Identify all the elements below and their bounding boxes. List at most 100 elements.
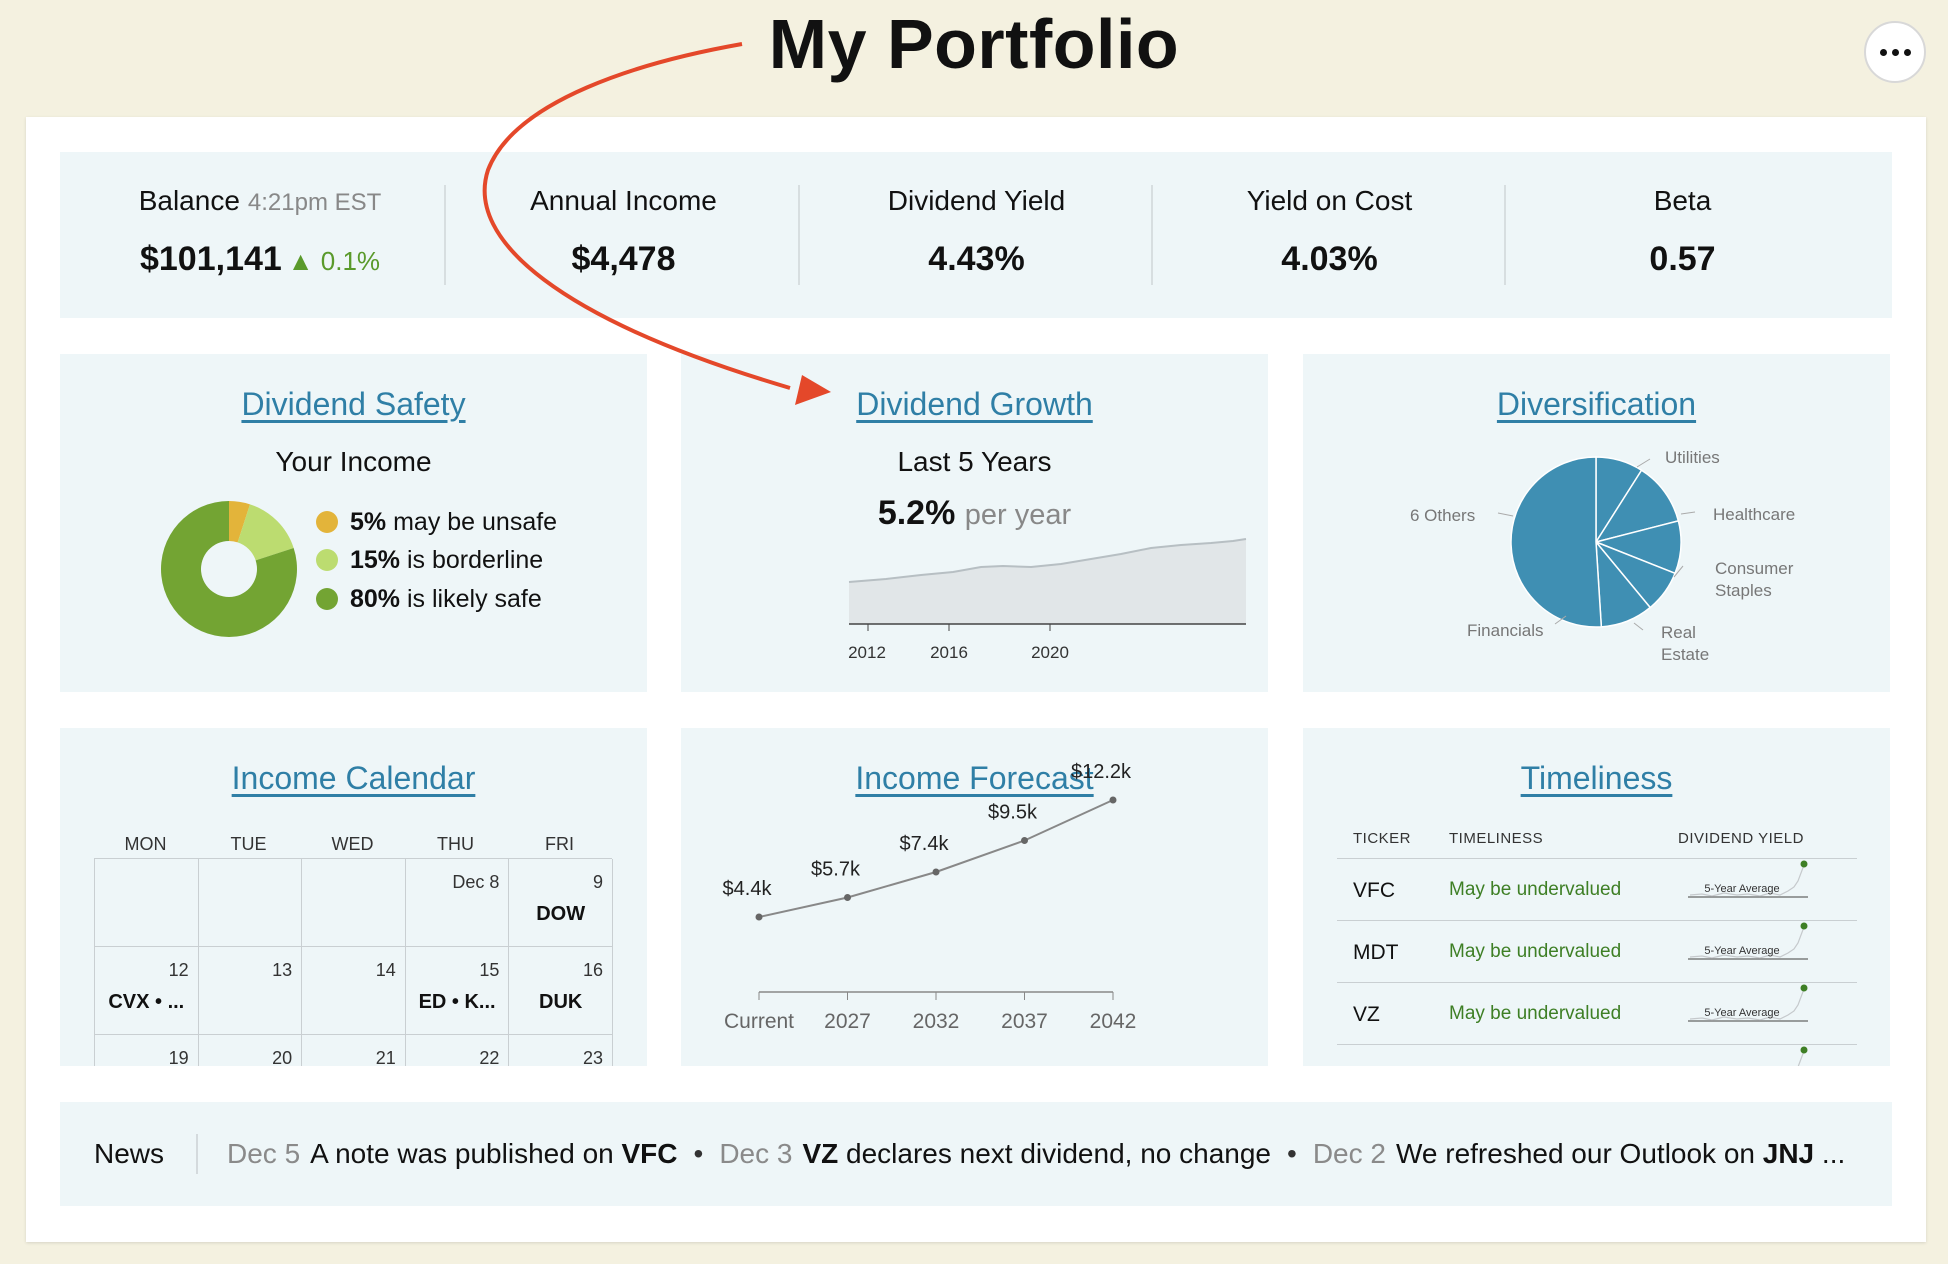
yield-sparkline: 5-Year Average: [1688, 860, 1808, 898]
diversification-pie-chart: Utilities Healthcare Consumer Staples Re…: [1410, 448, 1795, 664]
news-separator: •: [1287, 1138, 1297, 1169]
dividend-safety-link[interactable]: Dividend Safety: [241, 386, 466, 422]
forecast-data-label: $12.2k: [1071, 761, 1132, 783]
calendar-day-cell: 21: [302, 1035, 406, 1066]
forecast-tick-label: 2027: [824, 1010, 871, 1033]
forecast-tick-label: 2037: [1001, 1010, 1048, 1033]
news-divider: [196, 1134, 198, 1174]
forecast-point: [932, 868, 940, 876]
tl-header-yield: DIVIDEND YIELD: [1678, 830, 1804, 847]
svg-text:5-Year Average: 5-Year Average: [1704, 945, 1779, 957]
forecast-data-label: $5.7k: [811, 859, 861, 881]
growth-tick-label: 2012: [848, 643, 886, 662]
dividend-growth-link[interactable]: Dividend Growth: [856, 386, 1093, 422]
calendar-day-cell[interactable]: 16 DUK: [509, 947, 613, 1035]
news-item[interactable]: We refreshed our Outlook on JNJ ...: [1396, 1138, 1845, 1169]
panel-income-forecast: Income Forecast Current 2027 2032 2037 2042 $…: [681, 728, 1268, 1066]
growth-subtitle: Last 5 Years: [897, 446, 1052, 477]
safety-subtitle: Your Income: [275, 446, 432, 477]
timeliness-status: May be undervalued: [1449, 1003, 1622, 1024]
safety-donut-chart: [161, 501, 297, 637]
growth-rate-line: 5.2% per year: [681, 494, 1268, 533]
safety-slice: [237, 504, 294, 561]
yield-sparkline: 5-Year Average: [1688, 922, 1808, 960]
stat-yield-on-cost: Yield on Cost 4.03%: [1153, 152, 1506, 318]
forecast-point: [844, 894, 851, 901]
stat-divider: [798, 185, 800, 285]
calendar-ticker: DUK: [539, 991, 583, 1013]
forecast-point: [1021, 837, 1028, 844]
svg-text:5-Year Average: 5-Year Average: [1704, 1007, 1779, 1019]
calendar-day-cell: [198, 859, 303, 947]
calendar-day-cell: 13: [198, 947, 303, 1035]
news-separator: •: [693, 1138, 704, 1169]
calendar-day-cell: [302, 859, 406, 947]
timeliness-status: May be undervalued: [1449, 941, 1622, 962]
legend-text: may be unsafe: [393, 508, 558, 536]
yield-sparkline: [1797, 1046, 1808, 1066]
div-label-healthcare: Healthcare: [1713, 505, 1795, 524]
timeliness-ticker: VFC: [1353, 879, 1395, 902]
growth-area: [849, 539, 1246, 624]
calendar-day-number: 19: [168, 1048, 189, 1066]
div-label-staples: Staples: [1715, 581, 1772, 600]
calendar-day-cell[interactable]: 9 DOW: [509, 859, 613, 947]
beta-label: Beta: [1653, 185, 1712, 216]
beta-value: 0.57: [1649, 240, 1716, 278]
diversification-slice: [1594, 469, 1680, 544]
calendar-day-number: 22: [479, 1048, 500, 1066]
tl-header-timeliness: TIMELINESS: [1449, 830, 1544, 847]
forecast-data-label: $4.4k: [723, 878, 773, 900]
news-symbol: VZ: [802, 1138, 839, 1169]
yield-on-cost-label: Yield on Cost: [1246, 185, 1413, 216]
cal-day-fri: FRI: [545, 834, 574, 854]
page-title: My Portfolio: [768, 5, 1180, 83]
growth-rate-suffix: per year: [964, 499, 1072, 531]
income-calendar-link[interactable]: Income Calendar: [231, 760, 476, 796]
safety-slice: [229, 501, 251, 543]
balance-label: Balance: [138, 185, 240, 216]
stat-divider: [1151, 185, 1153, 285]
div-label-utilities: Utilities: [1665, 448, 1720, 467]
calendar-day-cell[interactable]: 15 ED • K...: [405, 947, 510, 1035]
safety-legend-safe: 80% is likely safe: [316, 585, 542, 614]
forecast-point: [755, 913, 763, 921]
stat-balance: Balance 4:21pm EST $101,141 ▲ 0.1%: [100, 152, 420, 318]
news-item[interactable]: A note was published on VFC: [310, 1138, 677, 1169]
balance-time: 4:21pm EST: [247, 189, 382, 216]
news-date: Dec 5: [227, 1138, 301, 1169]
forecast-tick-label: 2032: [913, 1010, 960, 1033]
timeliness-link[interactable]: Timeliness: [1520, 760, 1673, 796]
income-forecast-chart: Current 2027 2032 2037 2042 $4.4k $5.7k $7.4k $9…: [723, 761, 1137, 1033]
div-label-financials: Financials: [1467, 621, 1544, 640]
panel-income-calendar: Income Calendar MON TUE WED THU FRI Dec …: [60, 728, 647, 1066]
cal-day-thu: THU: [437, 834, 474, 854]
legend-pct: 80%: [350, 585, 401, 613]
legend-pct: 5%: [350, 508, 387, 536]
div-label-consumer: Consumer: [1715, 559, 1794, 578]
more-dot-icon: [1879, 48, 1887, 56]
calendar-day-number: 14: [375, 960, 396, 980]
timeliness-row[interactable]: MDT May be undervalued 5-Year Average: [1337, 920, 1857, 982]
calendar-day-number: 21: [375, 1048, 396, 1066]
calendar-day-number: Dec 8: [452, 872, 500, 892]
growth-tick-label: 2020: [1031, 643, 1069, 662]
news-label: News: [94, 1138, 165, 1169]
panel-diversification: Diversification Utilities Healthcare Con…: [1303, 354, 1890, 692]
calendar-day-number: 20: [272, 1048, 293, 1066]
news-text: ...: [1814, 1138, 1846, 1169]
timeliness-row[interactable]: VFC May be undervalued 5-Year Average: [1337, 858, 1857, 920]
dividend-yield-value: 4.43%: [928, 240, 1025, 278]
income-forecast-link[interactable]: Income Forecast: [855, 760, 1094, 796]
news-item[interactable]: VZ declares next dividend, no change: [802, 1138, 1271, 1169]
svg-text:5-Year Average: 5-Year Average: [1704, 883, 1779, 895]
timeliness-row[interactable]: VZ May be undervalued 5-Year Average: [1337, 982, 1857, 1044]
calendar-day-cell[interactable]: 12 CVX • ...: [95, 947, 199, 1035]
timeliness-row: [1337, 1044, 1857, 1066]
more-options-button[interactable]: [1864, 21, 1926, 83]
timeliness-status: May be undervalued: [1449, 879, 1622, 900]
more-dot-icon: [1891, 48, 1899, 56]
more-dot-icon: [1903, 48, 1911, 56]
diversification-link[interactable]: Diversification: [1496, 386, 1697, 422]
calendar-day-number: 16: [582, 960, 603, 980]
